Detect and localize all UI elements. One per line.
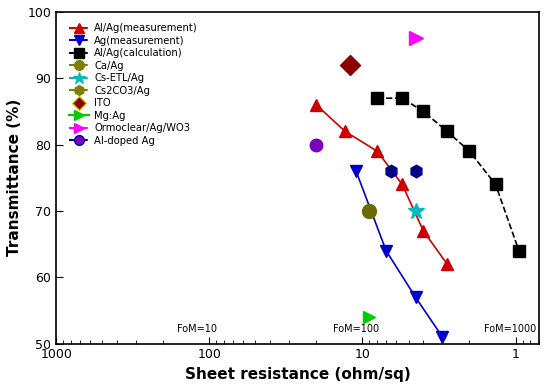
X-axis label: Sheet resistance (ohm/sq): Sheet resistance (ohm/sq) [185, 367, 411, 382]
Ag(measurement) [439, 335, 446, 339]
Al/Ag(measurement) [313, 102, 319, 107]
Text: FoM=10: FoM=10 [177, 324, 217, 334]
Al/Ag(calculation) [516, 249, 522, 253]
Al/Ag(measurement) [444, 262, 450, 266]
Ag(measurement) [383, 249, 389, 253]
Cs2CO3/Ag [388, 169, 394, 173]
Line: Al/Ag(measurement): Al/Ag(measurement) [311, 99, 452, 270]
Y-axis label: Transmittance (%): Transmittance (%) [7, 99, 22, 256]
Al/Ag(measurement) [420, 228, 427, 233]
Ag(measurement) [353, 169, 359, 173]
Al/Ag(calculation) [466, 149, 473, 154]
Al/Ag(measurement) [399, 182, 405, 187]
Ag(measurement) [412, 295, 419, 300]
Text: FoM=100: FoM=100 [333, 324, 379, 334]
Cs2CO3/Ag [412, 169, 419, 173]
Line: Ag(measurement): Ag(measurement) [351, 166, 448, 343]
Al/Ag(measurement) [374, 149, 381, 154]
Al/Ag(calculation) [420, 109, 427, 114]
Al/Ag(calculation) [444, 129, 450, 134]
Text: FoM=1000: FoM=1000 [484, 324, 537, 334]
Line: Al/Ag(calculation): Al/Ag(calculation) [372, 93, 525, 256]
Al/Ag(calculation) [374, 96, 381, 100]
Al/Ag(measurement) [342, 129, 348, 134]
Al/Ag(calculation) [492, 182, 499, 187]
Legend: Al/Ag(measurement), Ag(measurement), Al/Ag(calculation), Ca/Ag, Cs-ETL/Ag, Cs2CO: Al/Ag(measurement), Ag(measurement), Al/… [66, 20, 201, 149]
Line: Cs2CO3/Ag: Cs2CO3/Ag [385, 165, 422, 177]
Al/Ag(calculation) [399, 96, 405, 100]
